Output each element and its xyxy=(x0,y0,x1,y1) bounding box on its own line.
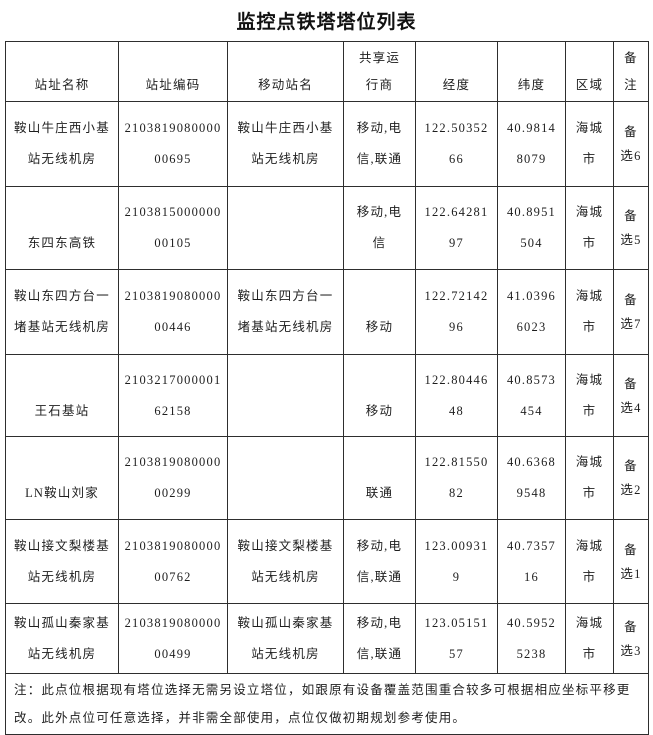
cell-operators: 联通 xyxy=(343,436,416,520)
cell-latitude: 40.63689548 xyxy=(497,436,566,520)
cell-remark: 备选2 xyxy=(613,436,649,520)
cell-longitude: 122.7214296 xyxy=(415,269,498,355)
cell-remark: 备选4 xyxy=(613,354,649,437)
col-header-remark: 备注 xyxy=(613,41,649,102)
cell-site-name: 鞍山孤山秦家基站无线机房 xyxy=(5,603,119,674)
cell-remark: 备选1 xyxy=(613,519,649,604)
cell-latitude: 40.98148079 xyxy=(497,101,566,187)
cell-region: 海城市 xyxy=(565,269,614,355)
table-row: 东四东高铁 210381500000000105 移动,电信 122.64281… xyxy=(5,186,649,270)
cell-remark: 备选6 xyxy=(613,101,649,187)
cell-region: 海城市 xyxy=(565,101,614,187)
cell-remark: 备选7 xyxy=(613,269,649,355)
cell-mobile-name xyxy=(227,436,344,520)
cell-site-code: 210381908000000299 xyxy=(118,436,228,520)
cell-site-name: 鞍山接文梨楼基站无线机房 xyxy=(5,519,119,604)
col-header-mobile-name: 移动站名 xyxy=(227,41,344,102)
cell-longitude: 123.009319 xyxy=(415,519,498,604)
cell-operators: 移动,电信,联通 xyxy=(343,101,416,187)
cell-latitude: 40.8951504 xyxy=(497,186,566,270)
cell-site-name: 东四东高铁 xyxy=(5,186,119,270)
cell-site-name: 鞍山牛庄西小基站无线机房 xyxy=(5,101,119,187)
cell-site-code: 210321700000162158 xyxy=(118,354,228,437)
cell-region: 海城市 xyxy=(565,436,614,520)
cell-mobile-name: 鞍山牛庄西小基站无线机房 xyxy=(227,101,344,187)
cell-region: 海城市 xyxy=(565,186,614,270)
cell-mobile-name: 鞍山东四方台一堵基站无线机房 xyxy=(227,269,344,355)
cell-site-code: 210381908000000499 xyxy=(118,603,228,674)
cell-operators: 移动 xyxy=(343,354,416,437)
col-header-longitude: 经度 xyxy=(415,41,498,102)
cell-longitude: 122.5035266 xyxy=(415,101,498,187)
cell-region: 海城市 xyxy=(565,603,614,674)
cell-longitude: 122.6428197 xyxy=(415,186,498,270)
table-footnote: 注：此点位根据现有塔位选择无需另设立塔位，如跟原有设备覆盖范围重合较多可根据相应… xyxy=(5,673,649,735)
cell-latitude: 40.59525238 xyxy=(497,603,566,674)
footnote-row: 注：此点位根据现有塔位选择无需另设立塔位，如跟原有设备覆盖范围重合较多可根据相应… xyxy=(5,673,649,735)
table-row: 鞍山东四方台一堵基站无线机房 210381908000000446 鞍山东四方台… xyxy=(5,269,649,355)
cell-longitude: 123.0515157 xyxy=(415,603,498,674)
table-row: 王石基站 210321700000162158 移动 122.8044648 4… xyxy=(5,354,649,437)
cell-region: 海城市 xyxy=(565,519,614,604)
cell-site-code: 210381908000000695 xyxy=(118,101,228,187)
header-row: 站址名称 站址编码 移动站名 共享运行商 经度 纬度 区域 备注 xyxy=(5,41,649,102)
table-row: LN鞍山刘家 210381908000000299 联通 122.8155082… xyxy=(5,436,649,520)
cell-latitude: 41.03966023 xyxy=(497,269,566,355)
table-row: 鞍山牛庄西小基站无线机房 210381908000000695 鞍山牛庄西小基站… xyxy=(5,101,649,187)
cell-site-code: 210381500000000105 xyxy=(118,186,228,270)
cell-longitude: 122.8155082 xyxy=(415,436,498,520)
cell-mobile-name xyxy=(227,186,344,270)
col-header-region: 区域 xyxy=(565,41,614,102)
cell-operators: 移动,电信,联通 xyxy=(343,519,416,604)
cell-operators: 移动 xyxy=(343,269,416,355)
cell-operators: 移动,电信 xyxy=(343,186,416,270)
cell-site-name: LN鞍山刘家 xyxy=(5,436,119,520)
col-header-site-code: 站址编码 xyxy=(118,41,228,102)
cell-latitude: 40.735716 xyxy=(497,519,566,604)
col-header-operators: 共享运行商 xyxy=(343,41,416,102)
col-header-site-name: 站址名称 xyxy=(5,41,119,102)
cell-mobile-name xyxy=(227,354,344,437)
tower-site-table: 站址名称 站址编码 移动站名 共享运行商 经度 纬度 区域 备注 鞍山牛庄西小基… xyxy=(5,41,649,735)
page-title: 监控点铁塔塔位列表 xyxy=(236,12,417,33)
cell-latitude: 40.8573454 xyxy=(497,354,566,437)
cell-remark: 备选3 xyxy=(613,603,649,674)
cell-mobile-name: 鞍山接文梨楼基站无线机房 xyxy=(227,519,344,604)
col-header-latitude: 纬度 xyxy=(497,41,566,102)
cell-operators: 移动,电信,联通 xyxy=(343,603,416,674)
table-row: 鞍山孤山秦家基站无线机房 210381908000000499 鞍山孤山秦家基站… xyxy=(5,603,649,674)
cell-mobile-name: 鞍山孤山秦家基站无线机房 xyxy=(227,603,344,674)
cell-site-name: 鞍山东四方台一堵基站无线机房 xyxy=(5,269,119,355)
cell-remark: 备选5 xyxy=(613,186,649,270)
table-row: 鞍山接文梨楼基站无线机房 210381908000000762 鞍山接文梨楼基站… xyxy=(5,519,649,604)
cell-region: 海城市 xyxy=(565,354,614,437)
cell-site-code: 210381908000000446 xyxy=(118,269,228,355)
cell-longitude: 122.8044648 xyxy=(415,354,498,437)
cell-site-code: 210381908000000762 xyxy=(118,519,228,604)
cell-site-name: 王石基站 xyxy=(5,354,119,437)
